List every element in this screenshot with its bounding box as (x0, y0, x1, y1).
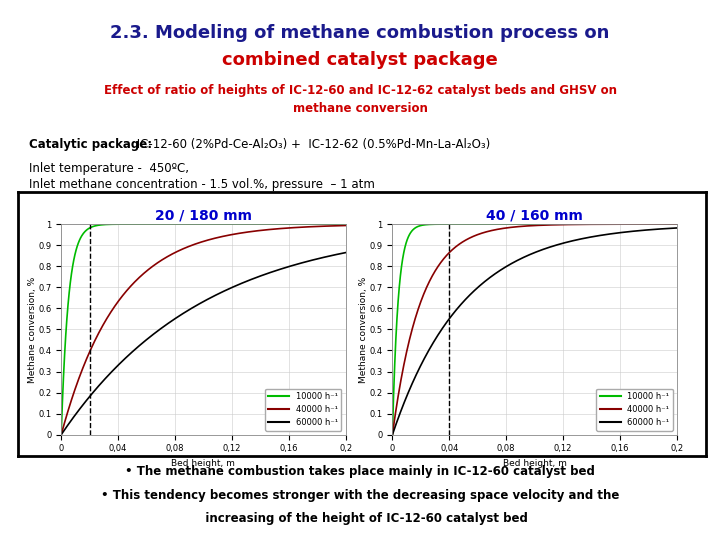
Y-axis label: Methane conversion, %: Methane conversion, % (359, 276, 368, 382)
Text: increasing of the height of IC-12-60 catalyst bed: increasing of the height of IC-12-60 cat… (192, 512, 528, 525)
Text: Inlet temperature -  450ºC,: Inlet temperature - 450ºC, (29, 162, 189, 175)
Text: combined catalyst package: combined catalyst package (222, 51, 498, 69)
Title: 40 / 160 mm: 40 / 160 mm (486, 209, 583, 223)
Text: Catalytic package:: Catalytic package: (29, 138, 152, 151)
Text: Effect of ratio of heights of IC-12-60 and IC-12-62 catalyst beds and GHSV on
me: Effect of ratio of heights of IC-12-60 a… (104, 84, 616, 114)
X-axis label: Bed height, m: Bed height, m (171, 459, 235, 468)
Text: • The methane combustion takes place mainly in IC-12-60 catalyst bed: • The methane combustion takes place mai… (125, 465, 595, 478)
Legend: 10000 h⁻¹, 40000 h⁻¹, 60000 h⁻¹: 10000 h⁻¹, 40000 h⁻¹, 60000 h⁻¹ (596, 389, 672, 430)
Title: 20 / 180 mm: 20 / 180 mm (155, 209, 252, 223)
X-axis label: Bed height, m: Bed height, m (503, 459, 567, 468)
Y-axis label: Methane conversion, %: Methane conversion, % (28, 276, 37, 382)
Text: Inlet methane concentration - 1.5 vol.%, pressure  – 1 atm: Inlet methane concentration - 1.5 vol.%,… (29, 178, 374, 191)
Text: • This tendency becomes stronger with the decreasing space velocity and the: • This tendency becomes stronger with th… (101, 489, 619, 502)
Text: IC-12-60 (2%Pd-Ce-Al₂O₃) +  IC-12-62 (0.5%Pd-Mn-La-Al₂O₃): IC-12-60 (2%Pd-Ce-Al₂O₃) + IC-12-62 (0.5… (133, 138, 490, 151)
Legend: 10000 h⁻¹, 40000 h⁻¹, 60000 h⁻¹: 10000 h⁻¹, 40000 h⁻¹, 60000 h⁻¹ (265, 389, 341, 430)
Text: 2.3. Modeling of methane combustion process on: 2.3. Modeling of methane combustion proc… (110, 24, 610, 42)
